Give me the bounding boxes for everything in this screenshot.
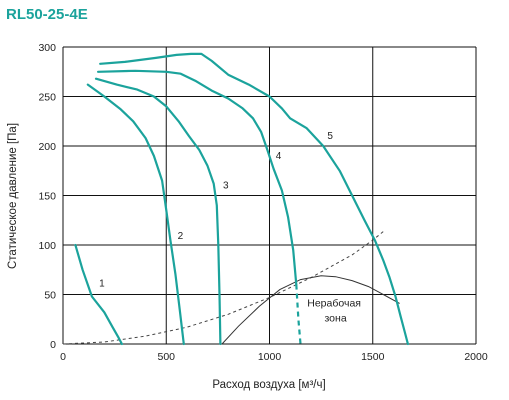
fan-curve-1 (74, 243, 123, 346)
tick-labels: 0 500 1000 1500 2000 0 50 100 150 200 250 300 (38, 42, 487, 363)
curve-label-4: 4 (276, 151, 282, 162)
y-axis-label: Статическое давление [Па] (7, 123, 19, 269)
grid (62, 46, 477, 345)
fan-curve-4-dashed (295, 284, 302, 345)
y-tick-label-5: 250 (38, 92, 56, 104)
x-tick-label-3: 1500 (361, 351, 385, 363)
curve-label-5: 5 (327, 131, 333, 142)
y-tick-label-4: 200 (38, 141, 56, 153)
curve-label-2: 2 (178, 231, 184, 242)
non-working-zone-boundary (221, 275, 400, 345)
curve-label-3: 3 (223, 181, 229, 192)
y-tick-label-0: 0 (50, 339, 56, 351)
x-axis-label: Расход воздуха [м³/ч] (212, 379, 325, 391)
non-working-zone-label-line-2: зона (324, 312, 346, 324)
y-tick-label-1: 50 (44, 290, 56, 302)
curve-labels: 1 2 3 4 5 (99, 131, 333, 290)
fan-curve-3 (94, 77, 222, 346)
x-tick-label-2: 1000 (258, 351, 282, 363)
non-working-zone-label: Нерабочая зона (307, 297, 364, 324)
curve-label-1: 1 (99, 279, 105, 290)
x-tick-label-0: 0 (60, 351, 66, 363)
system-curve (62, 229, 386, 345)
x-tick-label-4: 2000 (464, 351, 488, 363)
y-tick-label-3: 150 (38, 191, 56, 203)
fan-curve-4 (97, 69, 298, 286)
chart-title: RL50-25-4E (6, 6, 88, 23)
fan-curve-2 (86, 83, 185, 346)
fan-curve-5 (99, 52, 409, 346)
x-tick-label-1: 500 (157, 351, 175, 363)
curves (62, 52, 409, 346)
y-tick-label-6: 300 (38, 42, 56, 54)
non-working-zone-label-line-1: Нерабочая (307, 297, 361, 309)
y-tick-label-2: 100 (38, 240, 56, 252)
